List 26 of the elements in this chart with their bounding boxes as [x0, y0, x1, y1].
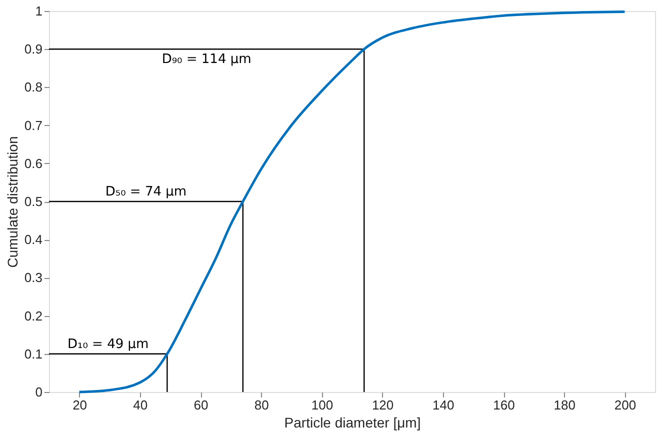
- y-tick-label: 0.4: [24, 232, 42, 248]
- x-tick-label: 100: [311, 398, 334, 412]
- y-tick-label: 0.5: [24, 194, 42, 209]
- x-axis-title: Particle diameter [μm]: [284, 414, 421, 430]
- x-tick-label: 40: [133, 398, 148, 412]
- x-tick-label: 160: [493, 398, 515, 412]
- y-tick-label: 0.2: [24, 308, 42, 324]
- x-tick-label: 80: [254, 398, 269, 412]
- x-tick-label: 60: [194, 398, 208, 412]
- y-tick-label: 0: [35, 384, 42, 400]
- annotation: D₁₀ = 49 µm: [67, 336, 149, 352]
- y-tick-label: 1: [35, 4, 42, 18]
- y-tick-label: 0.7: [24, 118, 42, 133]
- x-tick-label: 140: [432, 398, 454, 412]
- y-axis-title: Cumulate distribution: [4, 136, 20, 268]
- y-tick-label: 0.1: [24, 346, 42, 362]
- x-tick-label: 180: [554, 398, 576, 412]
- y-tick-label: 0.8: [24, 80, 42, 95]
- x-tick-label: 20: [72, 398, 88, 412]
- annotation: D₅₀ = 74 µm: [105, 184, 187, 200]
- y-tick-label: 0.6: [24, 156, 42, 171]
- x-tick-label: 120: [372, 398, 394, 412]
- x-tick-label: 200: [614, 398, 636, 412]
- annotation: D₉₀ = 114 µm: [162, 52, 252, 68]
- y-tick-label: 0.9: [24, 42, 42, 57]
- y-tick-label: 0.3: [24, 270, 42, 286]
